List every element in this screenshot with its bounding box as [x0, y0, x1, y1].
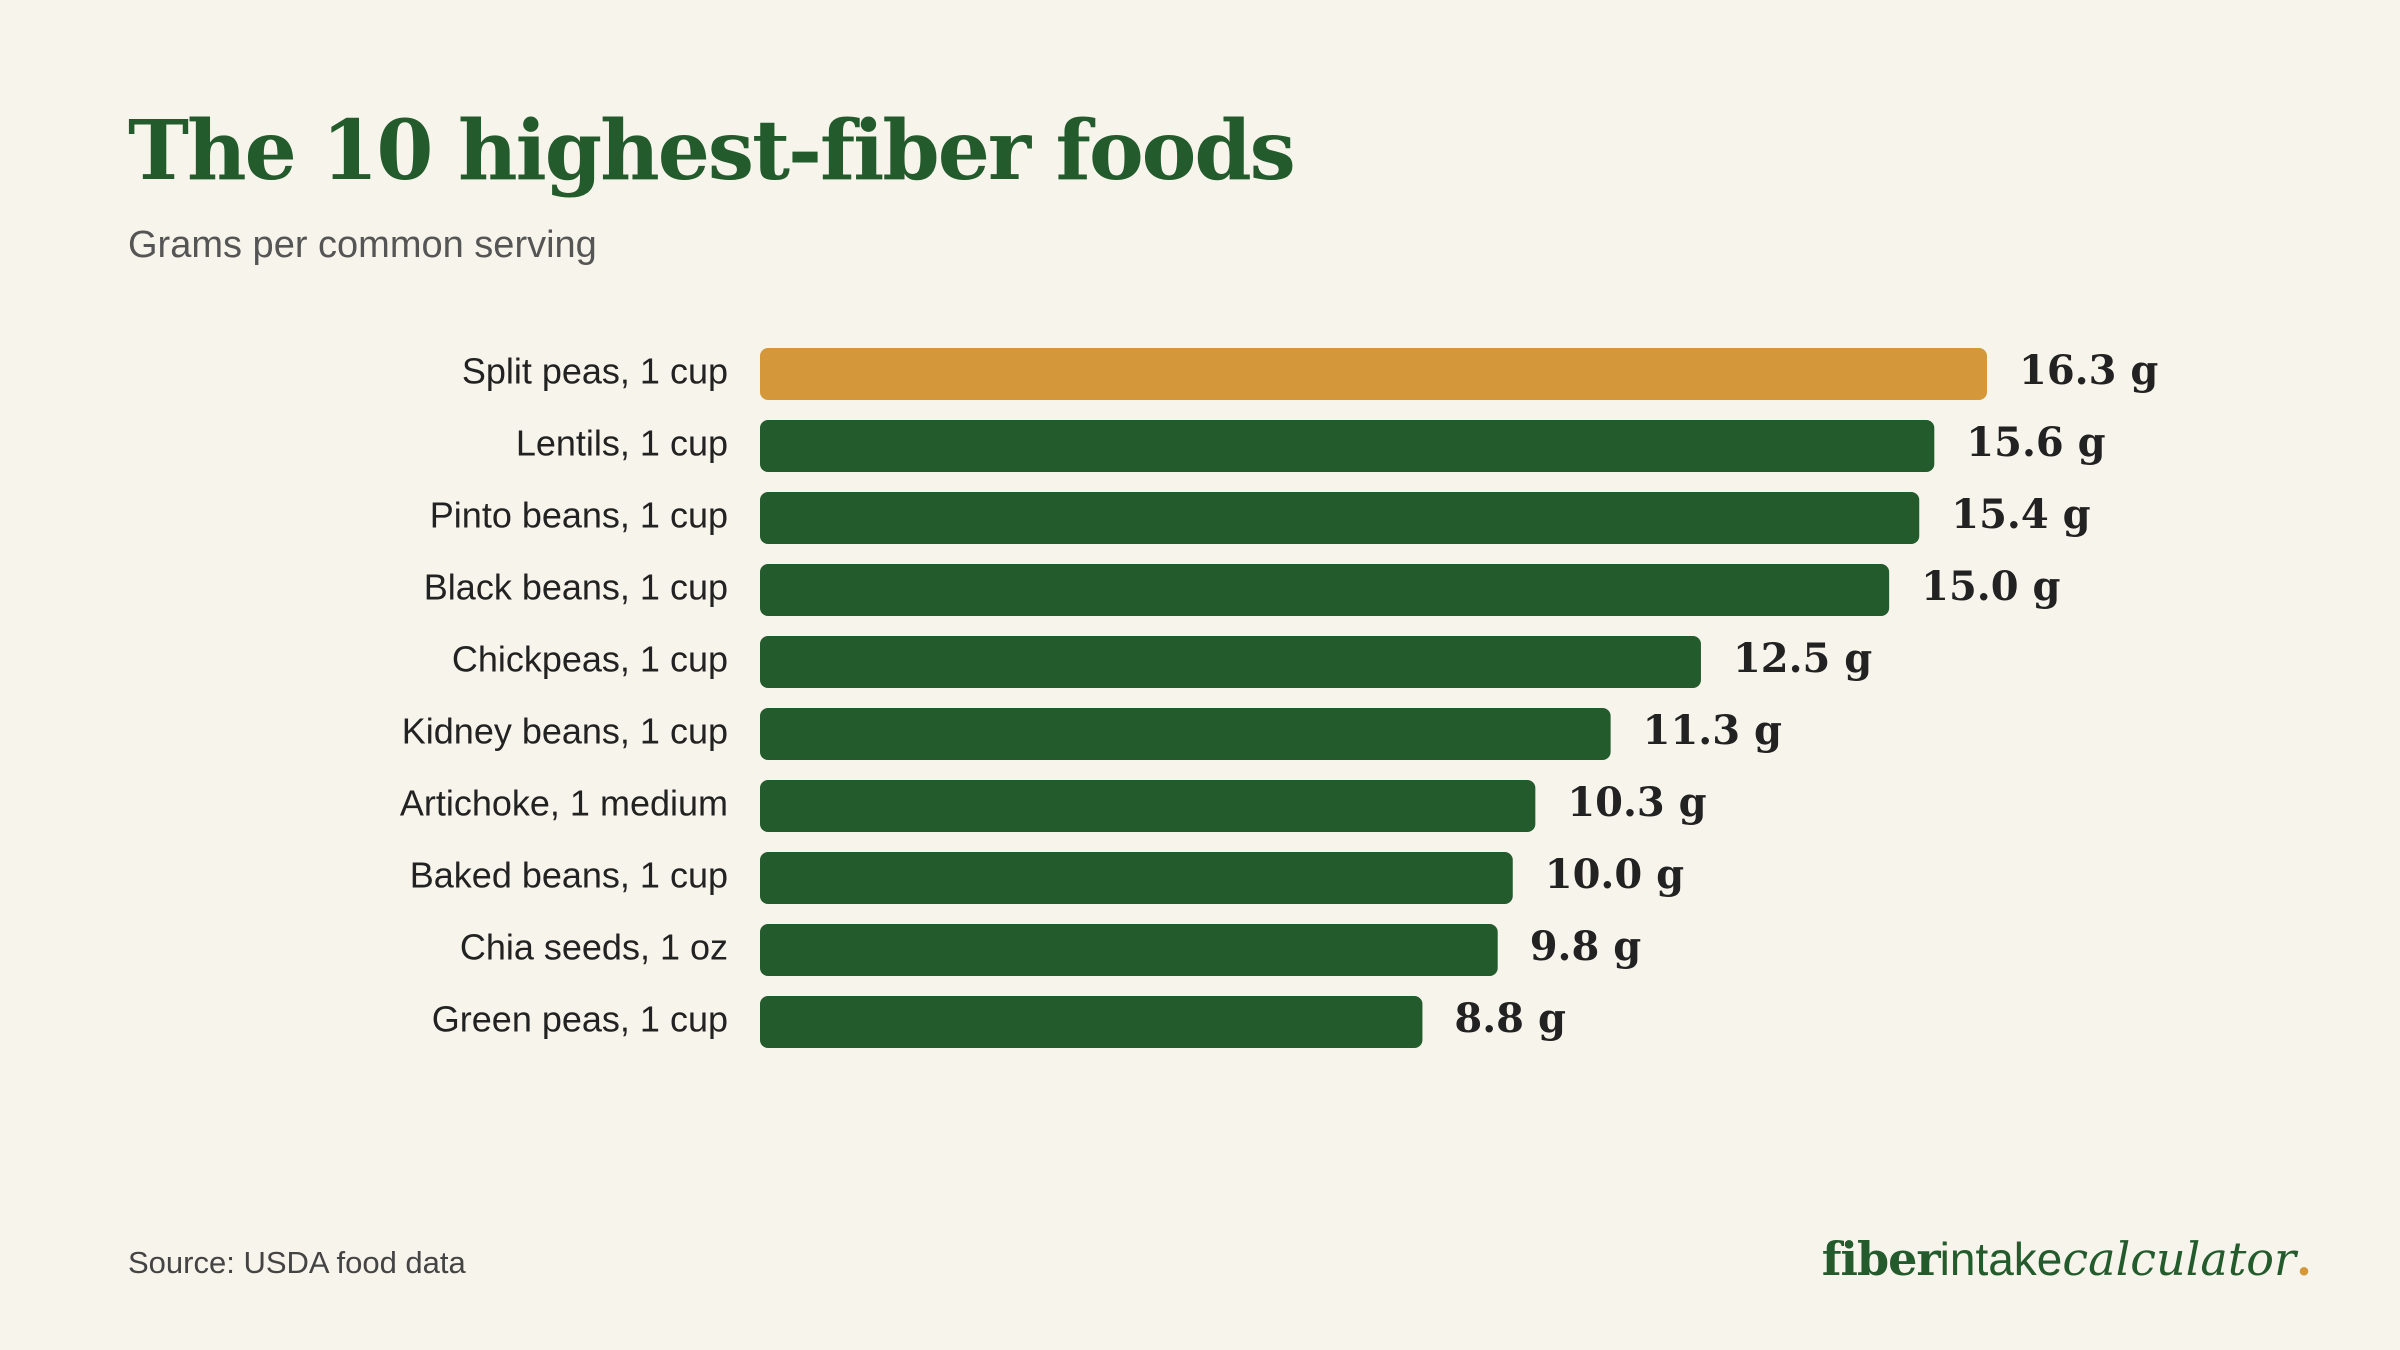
- value-label: 8.8 g: [1454, 995, 1566, 1042]
- category-label: Lentils, 1 cup: [516, 423, 728, 464]
- value-label: 15.0 g: [1921, 563, 2060, 610]
- category-label: Baked beans, 1 cup: [410, 855, 728, 896]
- bar: [760, 852, 1513, 904]
- bar: [760, 708, 1611, 760]
- value-label: 16.3 g: [2019, 347, 2158, 394]
- brand-logo-fiber: fiber: [1821, 1232, 1941, 1286]
- value-label: 11.3 g: [1643, 707, 1782, 754]
- value-label: 15.4 g: [1951, 491, 2090, 538]
- category-label: Chickpeas, 1 cup: [452, 639, 728, 680]
- bar: [760, 996, 1423, 1048]
- bar: [760, 420, 1935, 472]
- chart-title: The 10 highest-fiber foods: [128, 103, 1296, 199]
- category-label: Kidney beans, 1 cup: [402, 711, 728, 752]
- brand-logo-dot: .: [2295, 1232, 2312, 1286]
- category-label: Black beans, 1 cup: [424, 567, 728, 608]
- brand-logo-intake: intake: [1939, 1233, 2063, 1285]
- category-label: Artichoke, 1 medium: [400, 783, 728, 824]
- bar: [760, 564, 1890, 616]
- bar: [760, 924, 1498, 976]
- bar: [760, 636, 1701, 688]
- value-label: 10.3 g: [1567, 779, 1706, 826]
- value-label: 12.5 g: [1733, 635, 1872, 682]
- value-label: 15.6 g: [1966, 419, 2105, 466]
- chart-subtitle: Grams per common serving: [128, 224, 597, 266]
- source-note: Source: USDA food data: [128, 1245, 466, 1280]
- bar-highlight: [760, 348, 1987, 400]
- category-label: Green peas, 1 cup: [432, 999, 728, 1040]
- brand-logo: fiberintakecalculator.: [1822, 1236, 2312, 1283]
- value-label: 10.0 g: [1545, 851, 1684, 898]
- category-label: Split peas, 1 cup: [462, 351, 728, 392]
- value-label: 9.8 g: [1530, 923, 1642, 970]
- category-label: Chia seeds, 1 oz: [460, 927, 728, 968]
- brand-logo-calculator: calculator: [2062, 1232, 2296, 1286]
- bar: [760, 780, 1536, 832]
- bar: [760, 492, 1920, 544]
- category-label: Pinto beans, 1 cup: [430, 495, 728, 536]
